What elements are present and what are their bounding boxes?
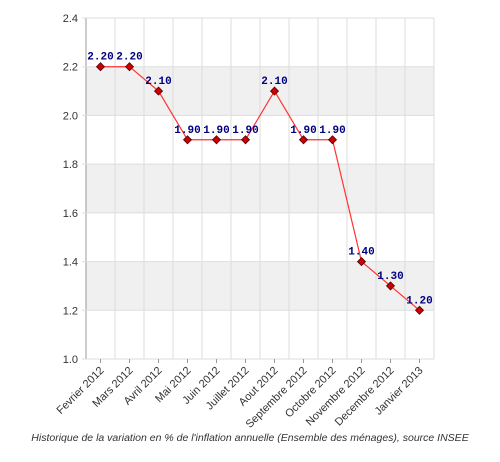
y-tick-label: 2.4 (63, 13, 78, 25)
data-label: 2.10 (145, 76, 171, 88)
data-label: 1.90 (232, 125, 258, 137)
data-point (327, 135, 338, 145)
y-tick-label: 2.0 (63, 110, 78, 122)
data-point (153, 86, 164, 96)
data-label: 1.20 (406, 295, 432, 307)
data-point (240, 135, 251, 145)
data-point (356, 257, 367, 267)
data-label: 1.30 (377, 271, 403, 283)
data-point (182, 135, 193, 145)
data-label: 1.90 (290, 125, 316, 137)
y-axis-ticks: 1.0 1.2 1.4 1.6 1.8 2.0 2.2 2.4 (63, 13, 434, 366)
data-label: 2.20 (87, 52, 113, 64)
data-label: 2.20 (116, 52, 142, 64)
data-label: 1.90 (203, 125, 229, 137)
y-tick-label: 1.8 (63, 159, 78, 171)
data-label: 1.90 (174, 125, 200, 137)
series-line (100, 66, 420, 311)
data-point (385, 281, 396, 291)
y-tick-label: 1.6 (63, 208, 78, 220)
y-tick-label: 1.0 (63, 354, 78, 366)
y-tick-label: 1.4 (63, 257, 78, 269)
data-label: 1.40 (348, 247, 374, 259)
data-point (269, 86, 280, 96)
series-inflation (95, 62, 425, 315)
data-labels: 2.20 2.202.101.90 1.90 1.902.101.90 1.901.40… (87, 52, 432, 308)
line-chart: 1.0 1.2 1.4 1.6 1.8 2.0 2.2 2.4 Fevrier 2012Mar… (54, 13, 435, 430)
y-tick-label: 1.2 (63, 305, 78, 317)
vertical-gridlines (114, 18, 406, 359)
data-point (124, 62, 135, 72)
data-point (211, 135, 222, 145)
chart-caption: Historique de la variation en % de l'inf… (31, 432, 469, 444)
data-label: 2.10 (261, 76, 287, 88)
data-point (298, 135, 309, 145)
data-point (95, 62, 106, 72)
data-point (414, 305, 425, 315)
data-label: 1.90 (319, 125, 345, 137)
y-tick-label: 2.2 (63, 62, 78, 74)
